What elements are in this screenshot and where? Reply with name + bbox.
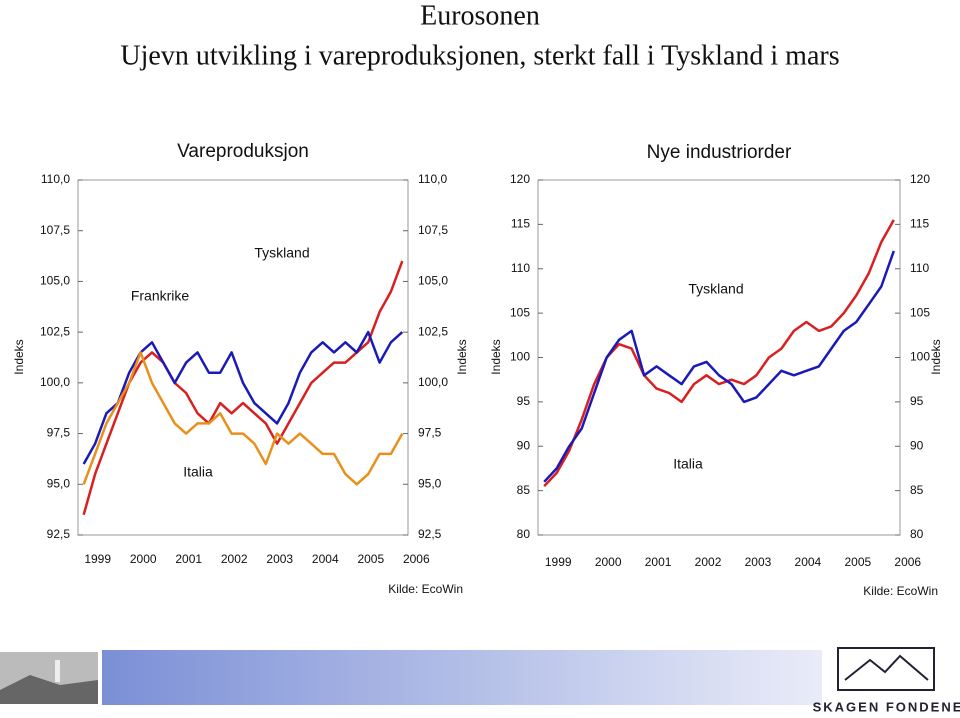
y-tick-label: 102,5 [40, 324, 70, 338]
y-tick-label-right: 90 [910, 438, 924, 452]
y-tick-label: 95 [517, 394, 531, 408]
y-axis-label: Indeks [455, 339, 469, 374]
footer-band [102, 650, 822, 705]
x-tick-label: 2003 [266, 552, 293, 566]
plot-frame [77, 179, 409, 536]
y-tick-label-right: 115 [910, 217, 929, 231]
series-label: Italia [673, 456, 703, 472]
y-tick-label: 100,0 [40, 375, 70, 389]
slide-title: Eurosonen [420, 0, 540, 31]
series-label: Tyskland [254, 245, 309, 261]
x-tick-label: 1999 [84, 552, 111, 566]
x-tick-label: 2004 [312, 552, 339, 566]
chart-title: Nye industriorder [647, 142, 792, 163]
x-tick-label: 2005 [357, 552, 384, 566]
y-tick-label-right: 92,5 [418, 527, 442, 541]
y-tick-label: 115 [511, 217, 530, 231]
series-line [82, 260, 404, 516]
x-tick-label: 2002 [695, 555, 722, 569]
series-line [82, 351, 404, 486]
x-tick-label: 2002 [221, 552, 248, 566]
y-tick-label: 120 [510, 172, 530, 186]
x-tick-label: 2004 [795, 555, 822, 569]
y-tick-label-right: 105 [910, 305, 930, 319]
y-tick-label-right: 105,0 [418, 274, 448, 288]
y-tick-label-right: 110,0 [418, 172, 447, 186]
y-tick-label: 110 [511, 261, 530, 275]
y-axis-label: Indeks [12, 339, 26, 374]
x-tick-label: 2005 [844, 555, 871, 569]
series-line [543, 250, 895, 483]
logo-text: SKAGEN FONDENE [813, 699, 960, 714]
y-tick-label: 100 [510, 350, 530, 364]
y-tick-label: 90 [517, 438, 531, 452]
y-tick-label: 80 [517, 527, 531, 541]
x-tick-label: 2001 [645, 555, 672, 569]
y-tick-label-right: 97,5 [418, 426, 442, 440]
y-tick-label-right: 100,0 [418, 375, 448, 389]
logo-mark [837, 647, 935, 691]
x-tick-label: 2000 [595, 555, 622, 569]
source: Kilde: EcoWin [388, 582, 463, 596]
y-tick-label: 110,0 [41, 172, 70, 186]
logo-waves [844, 654, 929, 681]
photo-rocks [0, 675, 98, 704]
series-line [82, 330, 404, 465]
y-tick-label: 105 [510, 305, 530, 319]
plot-frame [537, 179, 901, 536]
y-tick-label-right: 85 [910, 483, 924, 497]
x-tick-label: 1999 [545, 555, 572, 569]
y-tick-label-right: 95 [910, 394, 924, 408]
chart-title: Vareproduksjon [177, 141, 309, 162]
series-label: Tyskland [688, 281, 743, 297]
y-tick-label-right: 107,5 [418, 223, 448, 237]
y-tick-label: 95,0 [47, 476, 71, 490]
x-tick-label: 2001 [175, 552, 202, 566]
y-tick-label: 92,5 [47, 527, 71, 541]
series-line [543, 219, 895, 488]
x-tick-label: 2006 [894, 555, 921, 569]
y-axis-label: Indeks [929, 339, 943, 374]
y-tick-label: 97,5 [47, 426, 71, 440]
y-tick-label-right: 102,5 [418, 324, 448, 338]
x-tick-label: 2006 [403, 552, 430, 566]
y-tick-label: 105,0 [40, 274, 70, 288]
y-tick-label: 85 [517, 483, 531, 497]
photo-lighthouse [55, 660, 60, 682]
y-tick-label-right: 95,0 [418, 476, 442, 490]
slide-subtitle: Ujevn utvikling i vareproduksjonen, ster… [120, 40, 839, 71]
y-tick-label-right: 80 [910, 527, 924, 541]
x-tick-label: 2000 [130, 552, 157, 566]
source: Kilde: EcoWin [863, 584, 938, 598]
y-tick-label-right: 100 [910, 350, 930, 364]
y-tick-label-right: 120 [910, 172, 930, 186]
y-tick-label: 107,5 [40, 223, 70, 237]
series-label: Italia [183, 464, 213, 480]
y-axis-label: Indeks [489, 339, 503, 374]
x-tick-label: 2003 [745, 555, 772, 569]
y-tick-label-right: 110 [910, 261, 929, 275]
series-label: Frankrike [131, 288, 190, 304]
